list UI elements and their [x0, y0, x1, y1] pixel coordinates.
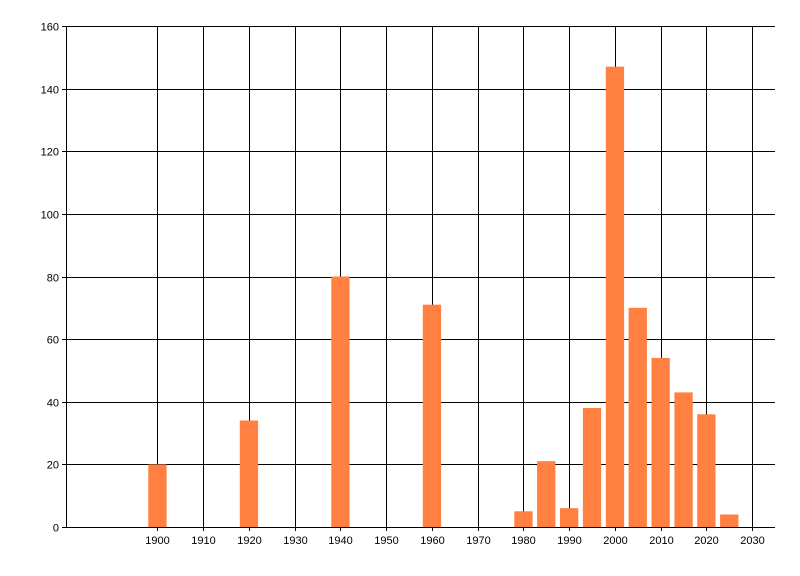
y-tick-label: 120 [41, 147, 59, 159]
axes [62, 26, 775, 531]
x-tick-label: 1920 [237, 535, 261, 547]
bar-1960 [422, 304, 442, 527]
y-tick-label: 100 [41, 210, 59, 222]
tick-labels: 0 20 40 60 80 100 120 140 160 1900 1910 1920 1930 194… [41, 22, 765, 548]
x-tick-label: 1950 [374, 535, 398, 547]
x-tick-label: 1990 [557, 535, 581, 547]
y-tick-label: 80 [47, 273, 59, 285]
bar-1920 [239, 420, 259, 527]
bars [148, 66, 739, 527]
x-tick-label: 1940 [328, 535, 352, 547]
bar-2000 [605, 66, 625, 527]
bar-2005 [628, 307, 647, 527]
y-tick-label: 40 [47, 398, 59, 410]
y-tick-label: 20 [47, 460, 59, 472]
y-tick-label: 160 [41, 22, 59, 34]
y-tick-label: 140 [41, 85, 59, 97]
bar-1990 [560, 508, 579, 527]
bar-1980 [514, 511, 533, 527]
x-tick-label: 1900 [145, 535, 169, 547]
y-tick-label: 0 [53, 523, 59, 535]
bar-1940 [331, 276, 350, 527]
x-tick-label: 2000 [603, 535, 627, 547]
x-tick-label: 2030 [740, 535, 764, 547]
bar-2015 [674, 392, 693, 527]
x-tick-label: 2010 [649, 535, 673, 547]
bar-2025 [720, 514, 739, 527]
x-tick-label: 1960 [420, 535, 444, 547]
x-tick-label: 1980 [511, 535, 535, 547]
x-tick-label: 1970 [466, 535, 490, 547]
y-tick-label: 60 [47, 335, 59, 347]
x-tick-label: 2020 [694, 535, 718, 547]
bar-1985 [537, 461, 556, 527]
x-tick-label: 1930 [283, 535, 307, 547]
bar-2010 [651, 357, 670, 527]
bar-1995 [582, 408, 602, 527]
x-tick-label: 1910 [191, 535, 215, 547]
bar-2020 [697, 414, 716, 527]
bar-1900 [148, 464, 167, 527]
